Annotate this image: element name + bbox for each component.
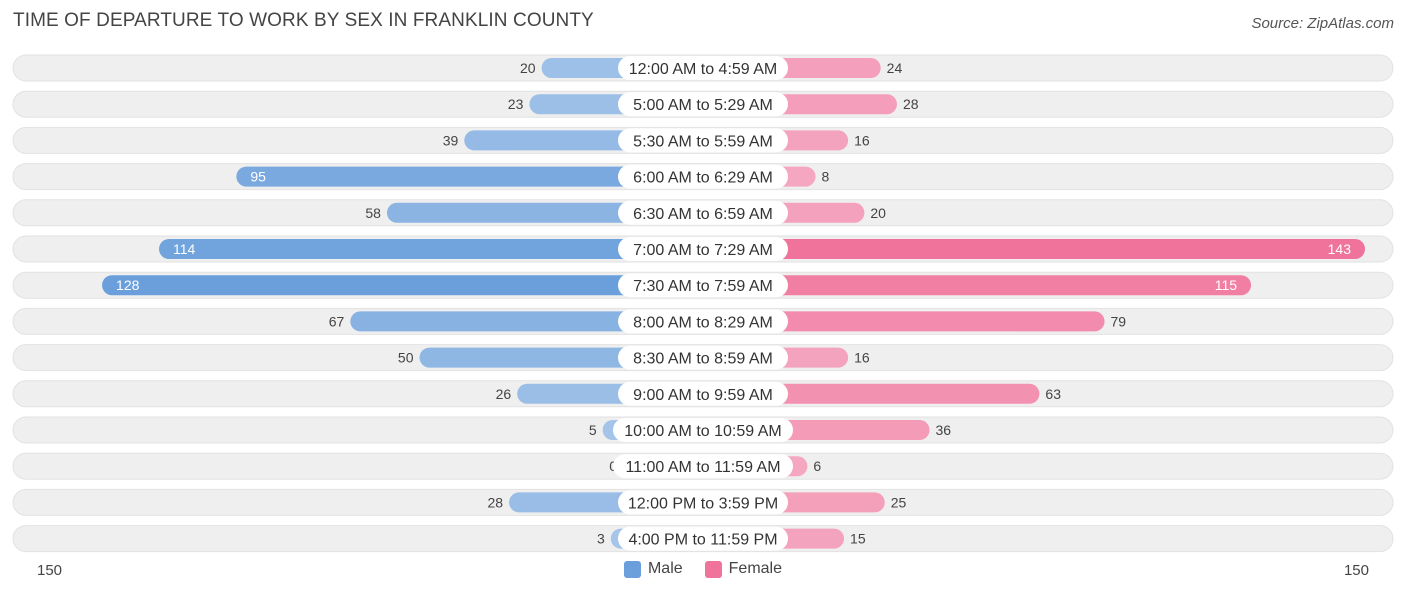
category-label-pill: [618, 56, 788, 80]
male-value-label: 5: [589, 422, 597, 438]
category-label-pill: [618, 128, 788, 153]
category-label: 7:00 AM to 7:29 AM: [633, 242, 773, 259]
category-label: 10:00 AM to 10:59 AM: [624, 423, 781, 440]
category-label: 5:00 AM to 5:29 AM: [633, 97, 773, 114]
category-label: 8:00 AM to 8:29 AM: [633, 314, 773, 331]
category-label: 12:00 PM to 3:59 PM: [628, 495, 778, 512]
chart-title: TIME OF DEPARTURE TO WORK BY SEX IN FRAN…: [13, 10, 594, 31]
category-label-pill: [618, 526, 788, 551]
female-bar: [703, 239, 1366, 259]
female-value-label: 63: [1045, 386, 1061, 402]
category-label-pill: [613, 418, 793, 442]
category-label: 9:00 AM to 9:59 AM: [633, 387, 773, 404]
female-value-label: 15: [850, 531, 866, 547]
category-label-pill: [618, 164, 788, 189]
male-bar: [102, 275, 704, 296]
legend-label-female: Female: [728, 560, 783, 577]
male-value-label: 39: [443, 132, 459, 148]
male-value-label: 128: [116, 277, 140, 293]
female-value-label: 24: [887, 60, 903, 76]
category-label: 8:30 AM to 8:59 AM: [633, 351, 773, 368]
category-label: 5:30 AM to 5:59 AM: [633, 133, 773, 150]
female-bar: [703, 383, 1040, 404]
category-label-pill: [618, 309, 788, 334]
category-label-pill: [618, 92, 788, 117]
source-label: Source: ZipAtlas.com: [1251, 15, 1394, 32]
male-value-label: 67: [329, 313, 345, 329]
category-label-pill: [618, 273, 788, 298]
category-label: 12:00 AM to 4:59 AM: [629, 61, 778, 78]
female-value-label: 20: [870, 205, 886, 221]
category-label-pill: [618, 200, 788, 225]
male-bar: [159, 239, 703, 259]
axis-right-label: 150: [1343, 562, 1369, 579]
male-bar: [350, 311, 703, 332]
category-label: 4:00 PM to 11:59 PM: [628, 532, 777, 549]
legend-item-female: Female: [704, 560, 783, 578]
female-value-label: 16: [854, 350, 870, 366]
category-label-pill: [618, 237, 788, 261]
category-label-pill: [613, 454, 793, 479]
female-value-label: 36: [936, 422, 952, 438]
female-value-label: 143: [1328, 241, 1352, 257]
male-bar: [236, 166, 703, 187]
male-value-label: 28: [487, 494, 503, 510]
category-label: 6:30 AM to 6:59 AM: [633, 206, 773, 223]
female-value-label: 8: [822, 169, 830, 185]
female-value-label: 79: [1111, 313, 1127, 329]
female-value-label: 28: [903, 96, 919, 112]
male-value-label: 58: [365, 205, 381, 221]
female-value-label: 16: [854, 132, 870, 148]
male-value-label: 23: [508, 96, 524, 112]
female-value-label: 6: [813, 458, 821, 474]
category-label-pill: [618, 490, 788, 515]
category-label-pill: [618, 381, 788, 406]
category-label: 6:00 AM to 6:29 AM: [633, 170, 773, 187]
legend: Male Female: [0, 560, 1406, 578]
female-value-label: 25: [891, 494, 907, 510]
male-value-label: 26: [496, 386, 512, 402]
category-label-pill: [618, 345, 788, 370]
legend-label-male: Male: [647, 560, 683, 577]
male-value-label: 3: [597, 531, 605, 547]
legend-swatch-female: [704, 560, 722, 578]
male-value-label: 114: [173, 241, 196, 257]
category-label: 11:00 AM to 11:59 AM: [625, 459, 780, 476]
male-value-label: 20: [520, 60, 536, 76]
male-value-label: 50: [398, 350, 414, 366]
female-bar: [703, 275, 1252, 296]
legend-item-male: Male: [623, 560, 683, 578]
female-value-label: 115: [1215, 277, 1238, 293]
axis-left-label: 150: [37, 562, 63, 579]
legend-swatch-male: [623, 560, 641, 578]
male-value-label: 95: [250, 169, 266, 185]
chart-svg: 20 24 12:00 AM to 4:59 AM 23 28 5:00 AM to 5:…: [12, 54, 1394, 553]
category-label: 7:30 AM to 7:59 AM: [633, 278, 773, 295]
female-bar: [703, 311, 1105, 332]
